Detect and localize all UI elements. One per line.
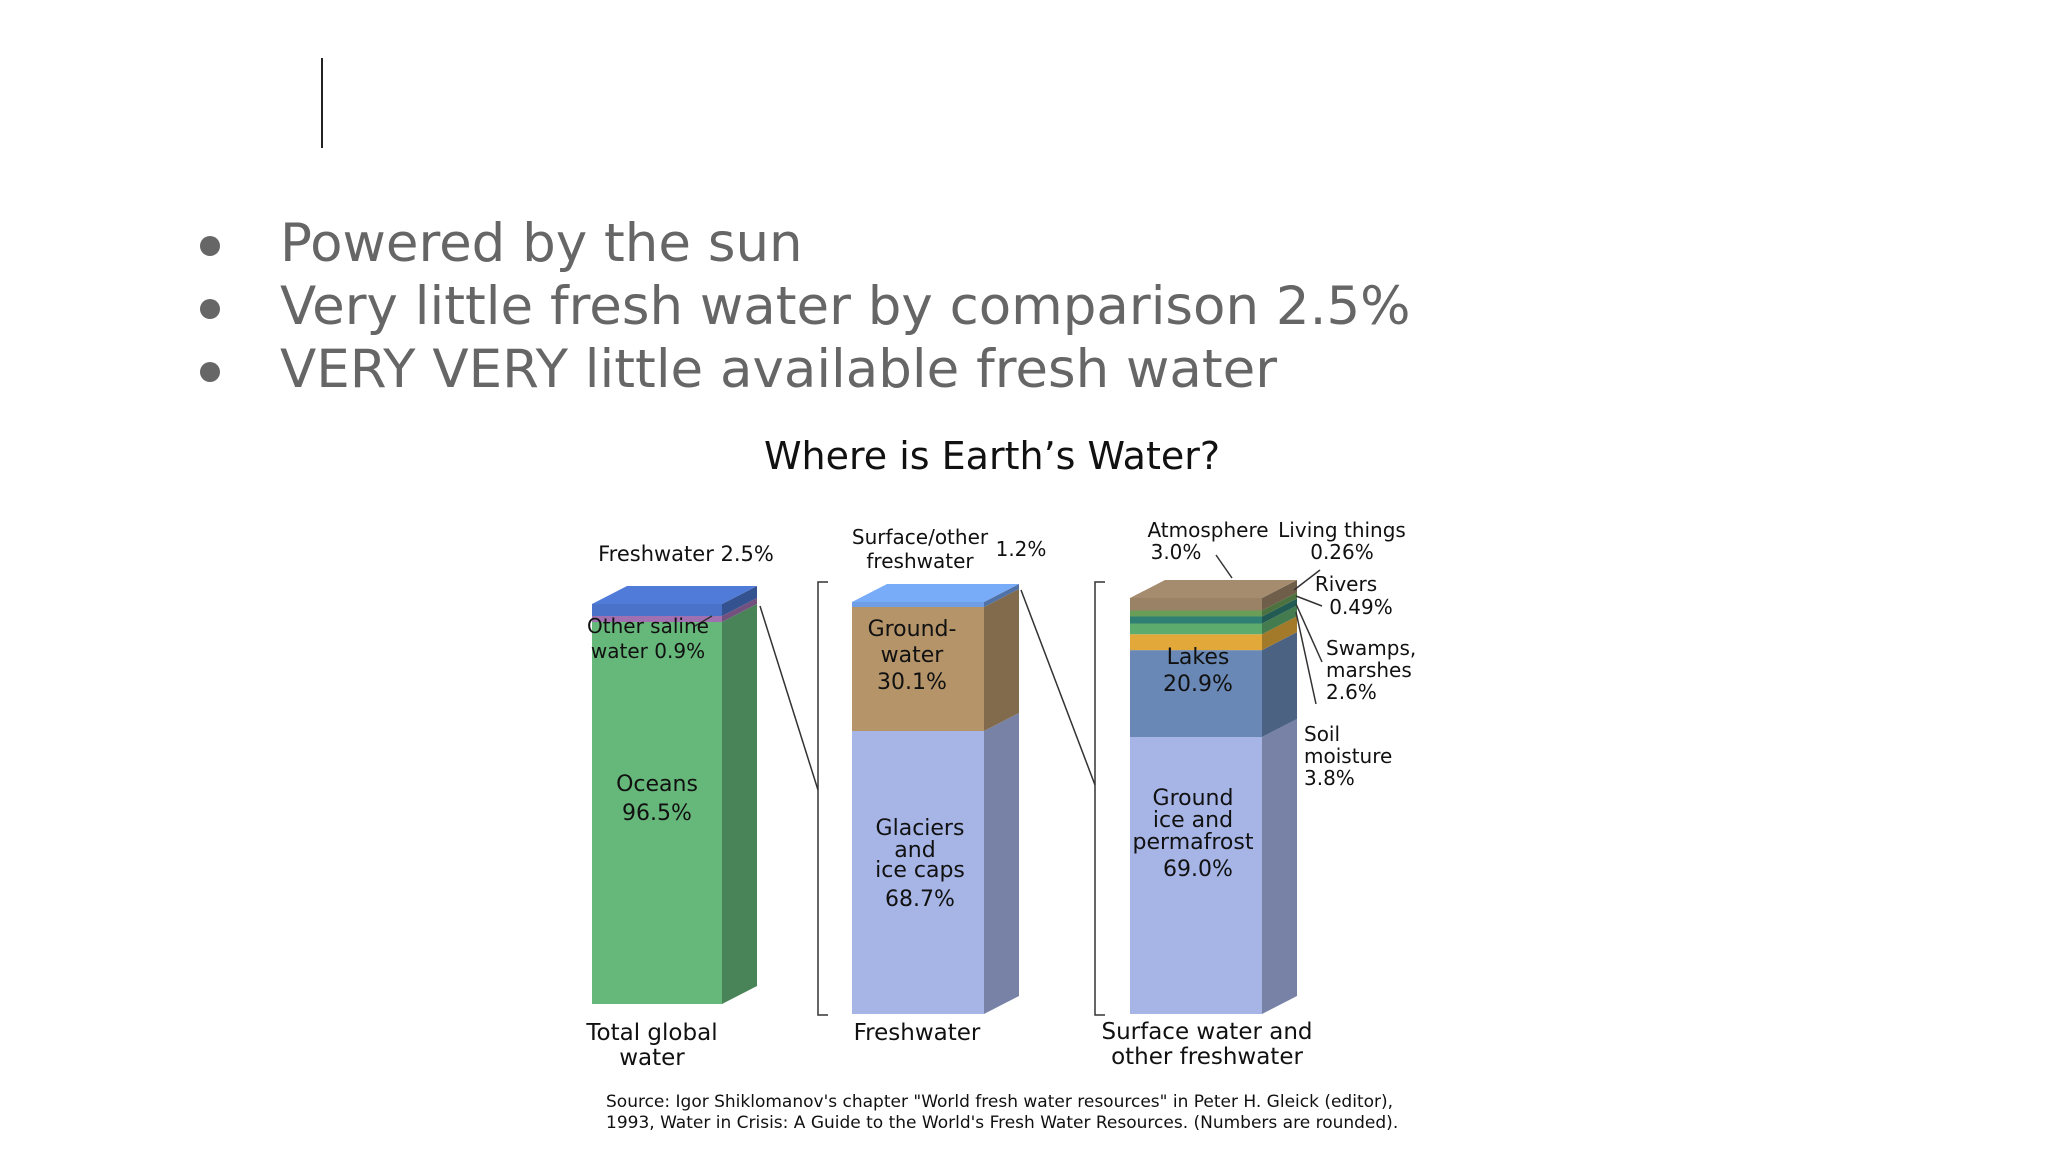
- bar-segment-atmosphere: [1130, 598, 1262, 611]
- bar-side-other-saline-water: [722, 598, 757, 622]
- text-cursor: [321, 58, 323, 148]
- glaciers-label: and: [894, 838, 935, 863]
- soil-label: 3.8%: [1304, 766, 1355, 790]
- source-note: Source: Igor Shiklomanov's chapter "Worl…: [606, 1092, 1398, 1134]
- bar-side-ground-ice-and-permafrost: [1262, 718, 1297, 1014]
- bar-segment-glaciers-and-ice-caps: [852, 730, 984, 1014]
- leader-line: [1295, 603, 1323, 663]
- leader-line: [1295, 595, 1323, 607]
- source-line: 1993, Water in Crisis: A Guide to the Wo…: [606, 1113, 1399, 1133]
- bar-side-freshwater: [722, 586, 757, 616]
- other-saline-label: Other saline: [587, 614, 709, 638]
- glaciers-label: 68.7%: [885, 887, 955, 912]
- bullet-item: Powered by the sun: [196, 212, 1411, 275]
- living-things-label: 0.26%: [1310, 540, 1374, 564]
- category-label: Freshwater: [854, 1020, 981, 1046]
- ground-ice-label: permafrost: [1133, 830, 1254, 855]
- leader-line: [694, 615, 713, 627]
- rivers-label: 0.49%: [1329, 595, 1393, 619]
- surface-other-label: freshwater: [866, 549, 974, 573]
- leader-line: [1293, 569, 1321, 591]
- connector-line: [759, 605, 819, 791]
- bullet-text: Powered by the sun: [280, 213, 803, 274]
- freshwater-label: Freshwater 2.5%: [598, 542, 774, 566]
- soil-label: moisture: [1304, 744, 1392, 768]
- bar-segment-lakes: [1130, 650, 1262, 737]
- bullet-item: Very little fresh water by comparison 2.…: [196, 275, 1411, 338]
- groundwater-label: Ground-: [868, 617, 957, 642]
- oceans-label: 96.5%: [622, 801, 692, 826]
- groundwater-label: 30.1%: [877, 670, 947, 695]
- surface-other-pct: 1.2%: [996, 537, 1047, 561]
- lakes-label: 20.9%: [1163, 672, 1233, 697]
- groundwater-label: water: [881, 643, 945, 668]
- bar-segment-ground-water: [852, 606, 984, 731]
- soil-label: Soil: [1304, 722, 1340, 746]
- bar-side-atmosphere: [1262, 580, 1297, 611]
- swamps-label: marshes: [1326, 658, 1412, 682]
- bar-segment-other-saline-water: [592, 616, 722, 622]
- bar-side-oceans: [722, 604, 757, 1004]
- source-line: Source: Igor Shiklomanov's chapter "Worl…: [606, 1092, 1394, 1112]
- bar-side-surface-other-freshwater: [984, 584, 1019, 607]
- bullet-dot-icon: [200, 299, 220, 319]
- lakes-label: Lakes: [1167, 645, 1230, 670]
- other-saline-label: water 0.9%: [591, 639, 705, 663]
- oceans-label: Oceans: [616, 772, 698, 797]
- atmosphere-label: Atmosphere: [1147, 518, 1268, 542]
- category-label: water: [619, 1045, 685, 1071]
- bar-top-face: [852, 584, 1019, 602]
- bracket-surface: [1094, 581, 1105, 1016]
- atmosphere-label: 3.0%: [1151, 540, 1202, 564]
- bar-side-swamps-marshes: [1262, 605, 1297, 635]
- bar-side-ground-water: [984, 588, 1019, 731]
- bar-top-face: [592, 586, 757, 604]
- category-label: Total global: [585, 1020, 717, 1046]
- bars-group: [592, 580, 1297, 1014]
- ground-ice-label: 69.0%: [1163, 857, 1233, 882]
- bar-side-glaciers-and-ice-caps: [984, 712, 1019, 1014]
- bullet-dot-icon: [200, 236, 220, 256]
- ground-ice-label: ice and: [1153, 808, 1233, 833]
- glaciers-label: Glaciers: [876, 816, 965, 841]
- connector-line: [1020, 589, 1096, 786]
- bar-segment-oceans: [592, 622, 722, 1004]
- swamps-label: Swamps,: [1326, 636, 1416, 660]
- surface-other-label: Surface/other: [852, 525, 989, 549]
- glaciers-label: ice caps: [875, 858, 965, 883]
- bullet-dot-icon: [200, 362, 220, 382]
- living-things-label: Living things: [1278, 518, 1406, 542]
- category-label: other freshwater: [1111, 1044, 1303, 1070]
- bar-side-rivers: [1262, 598, 1297, 624]
- bar-segment-surface-other-freshwater: [852, 602, 984, 607]
- bullet-list: Powered by the sun Very little fresh wat…: [196, 212, 1411, 401]
- bar-segment-rivers: [1130, 616, 1262, 624]
- bar-side-living-things: [1262, 592, 1297, 617]
- bar-segment-swamps-marshes: [1130, 623, 1262, 635]
- rivers-label: Rivers: [1315, 572, 1377, 596]
- bar-segment-living-things: [1130, 610, 1262, 617]
- swamps-label: 2.6%: [1326, 680, 1377, 704]
- bullet-item: VERY VERY little available fresh water: [196, 338, 1411, 401]
- leader-line: [1215, 554, 1233, 579]
- bullet-text: VERY VERY little available fresh water: [280, 339, 1278, 400]
- chart-title: Where is Earth’s Water?: [763, 434, 1221, 478]
- bar-side-lakes: [1262, 632, 1297, 737]
- bar-segment-freshwater: [592, 604, 722, 616]
- bar-side-soil-moisture: [1262, 616, 1297, 651]
- category-label: Surface water and: [1101, 1019, 1312, 1045]
- bar-segment-ground-ice-and-permafrost: [1130, 736, 1262, 1014]
- bar-segment-soil-moisture: [1130, 634, 1262, 651]
- ground-ice-label: Ground: [1153, 786, 1234, 811]
- bracket-freshwater: [817, 581, 828, 1016]
- bar-top-face: [1130, 580, 1297, 598]
- leader-line: [1295, 611, 1317, 705]
- bullet-text: Very little fresh water by comparison 2.…: [280, 276, 1411, 337]
